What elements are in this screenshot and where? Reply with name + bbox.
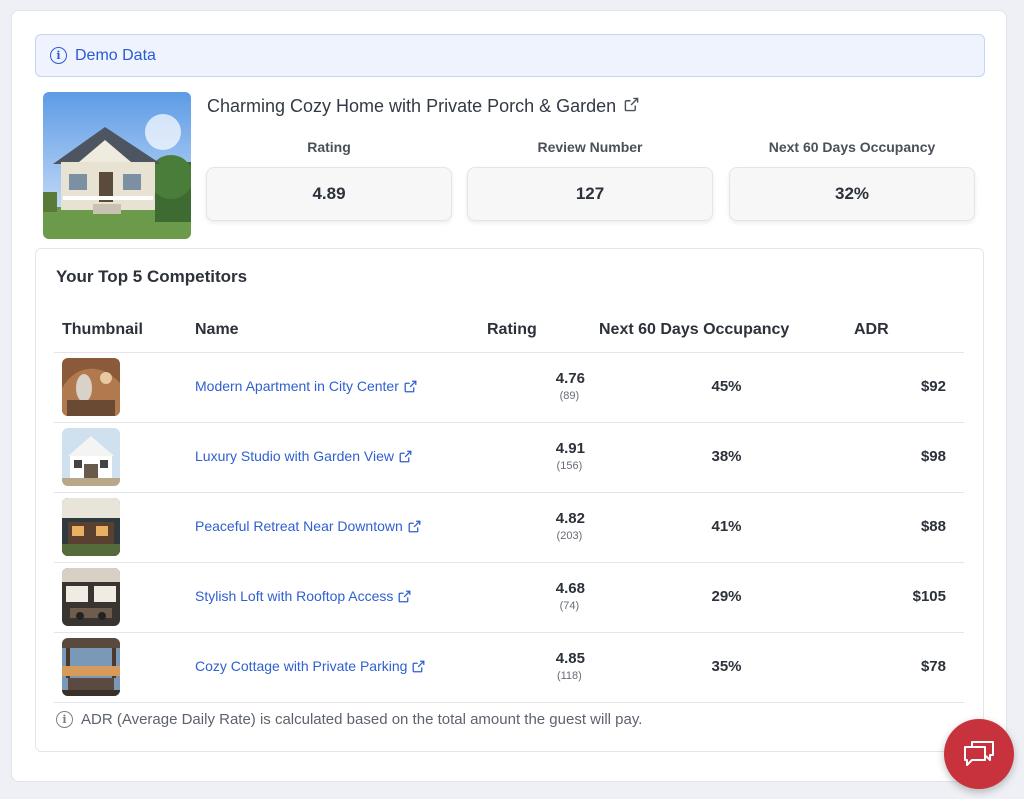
adr-footnote: i ADR (Average Daily Rate) is calculated… <box>56 711 642 728</box>
footnote-text: ADR (Average Daily Rate) is calculated b… <box>81 711 643 728</box>
competitor-name[interactable]: Luxury Studio with Garden View <box>195 448 394 464</box>
table-row: Modern Apartment in City Center 4.76 (89… <box>54 352 964 423</box>
competitor-link[interactable]: Luxury Studio with Garden View <box>195 448 412 464</box>
external-link-icon <box>413 660 425 672</box>
chat-icon <box>964 741 994 766</box>
occupancy-value: 29% <box>711 588 742 605</box>
competitor-rating: 4.76 (89) <box>556 370 585 402</box>
stat-occupancy: Next 60 Days Occupancy 32% <box>729 139 975 221</box>
review-count: (203) <box>556 530 583 542</box>
table-row: Cozy Cottage with Private Parking 4.85 (… <box>54 632 964 703</box>
external-link-icon <box>404 380 417 392</box>
rating-value: 4.82 <box>555 510 585 527</box>
competitors-title: Your Top 5 Competitors <box>56 267 248 286</box>
competitor-rating: 4.91 (156) <box>556 440 585 472</box>
competitor-link[interactable]: Stylish Loft with Rooftop Access <box>195 588 411 604</box>
stat-value: 4.89 <box>206 167 452 221</box>
external-link-icon[interactable] <box>624 96 639 117</box>
table-header-row: Thumbnail Name Rating Next 60 Days Occup… <box>54 308 964 353</box>
competitor-thumbnail <box>62 428 120 486</box>
rating-value: 4.76 <box>555 370 585 387</box>
table-row: Stylish Loft with Rooftop Access 4.68 (7… <box>54 562 964 633</box>
competitor-thumbnail <box>62 638 120 696</box>
property-title[interactable]: Charming Cozy Home with Private Porch & … <box>207 96 639 117</box>
adr-value: $92 <box>920 378 946 395</box>
adr-value: $98 <box>920 448 946 465</box>
stat-rating: Rating 4.89 <box>206 139 452 221</box>
stat-label: Rating <box>307 139 351 155</box>
column-header-occupancy: Next 60 Days Occupancy <box>599 308 854 353</box>
rating-value: 4.91 <box>555 440 585 457</box>
stat-label: Review Number <box>537 139 643 155</box>
review-count: (74) <box>559 600 580 612</box>
competitor-name[interactable]: Modern Apartment in City Center <box>195 378 399 394</box>
review-count: (156) <box>556 460 583 472</box>
external-link-icon <box>408 520 421 532</box>
info-icon: i <box>50 47 67 64</box>
banner-text: Demo Data <box>75 46 156 64</box>
rating-value: 4.68 <box>555 580 585 597</box>
table-row: Luxury Studio with Garden View 4.91 (156… <box>54 422 964 493</box>
competitor-link[interactable]: Cozy Cottage with Private Parking <box>195 658 425 674</box>
external-link-icon <box>399 590 411 602</box>
review-count: (89) <box>559 390 580 402</box>
competitor-rating: 4.82 (203) <box>556 510 585 542</box>
column-header-name: Name <box>187 308 487 353</box>
competitor-thumbnail <box>62 498 120 556</box>
external-link-icon <box>399 450 412 462</box>
competitor-link[interactable]: Modern Apartment in City Center <box>195 378 417 394</box>
competitor-name[interactable]: Peaceful Retreat Near Downtown <box>195 518 403 534</box>
stat-value: 32% <box>729 167 975 221</box>
property-title-text[interactable]: Charming Cozy Home with Private Porch & … <box>207 96 617 116</box>
info-icon: i <box>56 711 73 728</box>
stat-review-number: Review Number 127 <box>467 139 713 221</box>
occupancy-value: 45% <box>711 378 742 395</box>
column-header-adr: ADR <box>854 308 964 353</box>
demo-data-banner: i Demo Data <box>35 34 985 77</box>
competitors-table: Thumbnail Name Rating Next 60 Days Occup… <box>54 308 964 703</box>
stat-value: 127 <box>467 167 713 221</box>
adr-value: $78 <box>920 658 946 675</box>
stat-label: Next 60 Days Occupancy <box>768 139 936 155</box>
competitor-name[interactable]: Cozy Cottage with Private Parking <box>195 658 408 674</box>
occupancy-value: 38% <box>711 448 742 465</box>
competitor-thumbnail <box>62 358 120 416</box>
column-header-rating: Rating <box>487 308 599 353</box>
competitor-link[interactable]: Peaceful Retreat Near Downtown <box>195 518 421 534</box>
competitor-thumbnail <box>62 568 120 626</box>
adr-value: $88 <box>920 518 946 535</box>
competitor-rating: 4.68 (74) <box>556 580 585 612</box>
occupancy-value: 35% <box>711 658 742 675</box>
competitor-name[interactable]: Stylish Loft with Rooftop Access <box>195 588 394 604</box>
review-count: (118) <box>556 670 582 682</box>
dashboard-card: i Demo Data Charming Cozy H <box>11 10 1007 782</box>
competitors-panel: Your Top 5 Competitors Thumbnail Name Ra… <box>35 248 984 752</box>
occupancy-value: 41% <box>711 518 742 535</box>
competitor-rating: 4.85 (118) <box>556 650 585 682</box>
property-photo <box>43 92 191 239</box>
chat-button[interactable] <box>944 719 1014 789</box>
column-header-thumbnail: Thumbnail <box>54 308 187 353</box>
rating-value: 4.85 <box>555 650 585 667</box>
adr-value: $105 <box>912 588 946 605</box>
table-row: Peaceful Retreat Near Downtown 4.82 (203… <box>54 492 964 563</box>
